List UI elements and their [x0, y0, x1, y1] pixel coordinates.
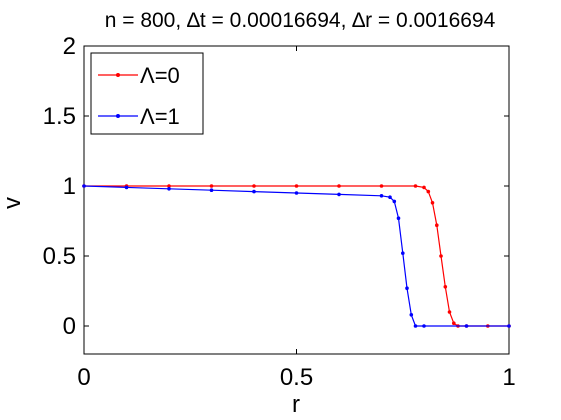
data-point: [413, 184, 418, 188]
series-1: [82, 184, 511, 328]
chart-title: n = 800, ∆t = 0.00016694, ∆r = 0.0016694: [105, 9, 496, 32]
data-point: [413, 324, 418, 328]
data-point: [396, 216, 401, 220]
series-layer: [82, 184, 511, 328]
data-point: [379, 194, 384, 198]
x-axis-label: r: [292, 391, 300, 418]
data-point: [209, 188, 214, 192]
data-point: [379, 184, 384, 188]
data-point: [388, 195, 392, 199]
data-point: [294, 191, 299, 195]
data-point: [392, 199, 397, 204]
data-point: [405, 286, 409, 291]
data-point: [430, 201, 435, 205]
y-axis: 0 0.5 1 1.5 2: [43, 33, 509, 340]
x-tick-label: 0.5: [280, 364, 313, 391]
data-point: [167, 184, 171, 188]
data-point: [294, 184, 299, 188]
data-point: [443, 285, 448, 289]
data-point: [422, 185, 426, 190]
data-point: [422, 324, 426, 328]
y-axis-label: v: [0, 197, 26, 209]
data-point: [426, 189, 431, 194]
data-point: [82, 184, 86, 188]
data-point: [439, 254, 443, 258]
data-point: [464, 324, 469, 328]
y-tick-label: 0: [63, 313, 76, 340]
data-point: [452, 321, 456, 326]
data-point: [252, 184, 256, 188]
data-point: [409, 313, 414, 317]
data-point: [337, 184, 341, 188]
data-point: [124, 185, 129, 190]
data-point: [507, 324, 511, 328]
x-tick-label: 1: [502, 364, 515, 391]
legend-marker-lambda-0: [116, 73, 120, 77]
data-point: [447, 310, 452, 314]
legend-label-lambda-0: Λ=0: [140, 63, 180, 88]
x-axis: 0 0.5 1: [77, 46, 516, 391]
data-point: [252, 189, 256, 194]
legend-label-lambda-1: Λ=1: [140, 104, 180, 129]
data-point: [209, 184, 214, 188]
data-point: [167, 187, 171, 191]
legend-marker-lambda-1: [116, 114, 120, 118]
y-tick-label: 2: [63, 33, 76, 60]
data-point: [337, 192, 341, 197]
y-tick-label: 1.5: [43, 103, 76, 130]
y-tick-label: 1: [63, 173, 76, 200]
legend-box: [90, 52, 204, 135]
y-tick-label: 0.5: [43, 243, 76, 270]
data-point: [401, 251, 405, 255]
legend: Λ=0 Λ=1: [90, 52, 204, 135]
data-point: [435, 223, 439, 227]
x-tick-label: 0: [77, 364, 90, 391]
